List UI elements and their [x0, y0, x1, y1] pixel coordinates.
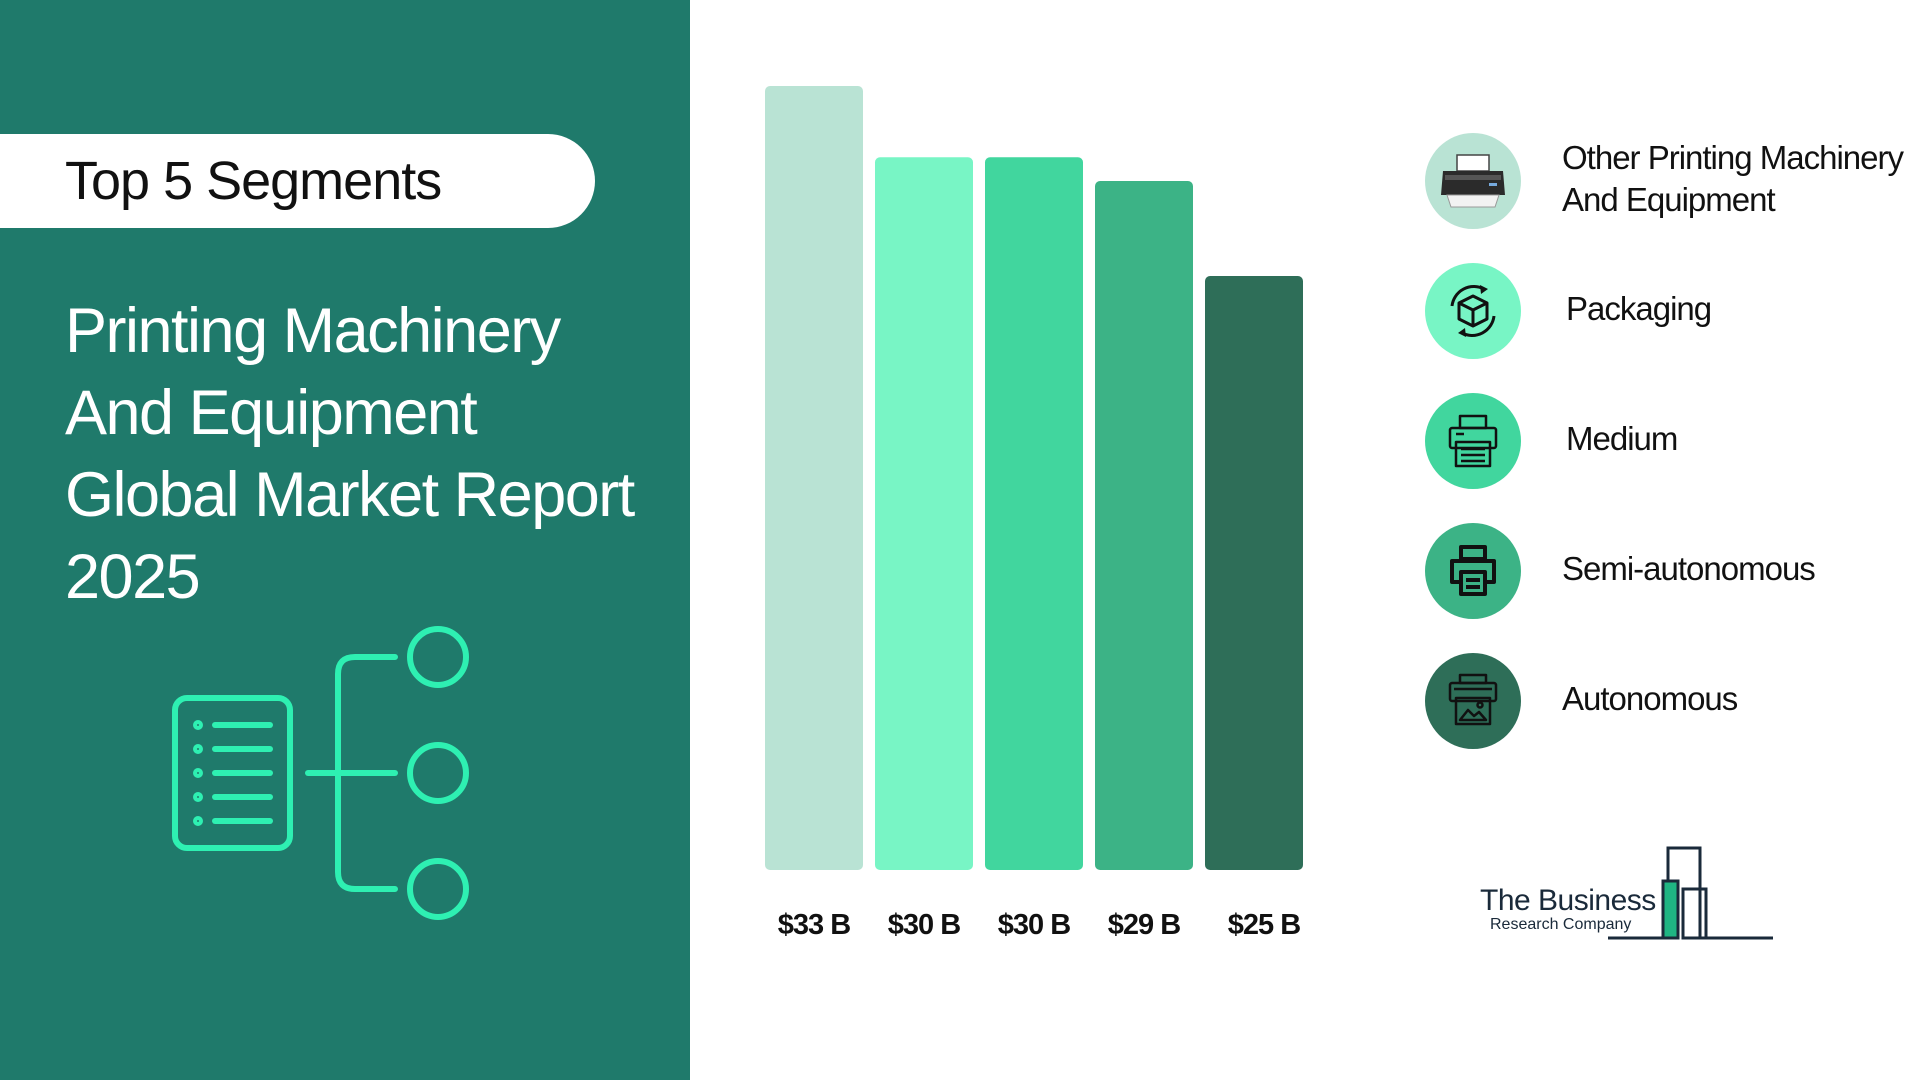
- legend-label-line-1: Other Printing Machinery: [1562, 139, 1904, 176]
- bar-1: [765, 86, 863, 870]
- bar-value-label-5: $25 B: [1228, 909, 1300, 941]
- legend-swatch: [1425, 263, 1521, 359]
- brand-subname: Research Company: [1490, 916, 1632, 933]
- printer-photo-icon: [1441, 154, 1505, 208]
- legend-item-autonomous: Autonomous: [1425, 653, 1905, 749]
- legend-label-line-1: Semi-autonomous: [1562, 550, 1816, 587]
- legend-label: Packaging: [1562, 288, 1712, 330]
- left-panel: Top 5 Segments Printing Machinery And Eq…: [0, 0, 690, 1080]
- office-printer-icon: [1448, 414, 1498, 468]
- legend-item-other-printing: Other Printing Machinery And Equipment: [1425, 133, 1905, 229]
- legend-swatch: [1425, 393, 1521, 489]
- legend-item-medium: Medium: [1425, 393, 1905, 489]
- report-title-line-2: And Equipment: [65, 378, 478, 448]
- legend-label: Medium: [1562, 418, 1678, 460]
- legend-label-line-1: Autonomous: [1562, 680, 1738, 717]
- building-bars-icon: [1608, 846, 1773, 940]
- report-title: Printing Machinery And Equipment Global …: [65, 290, 665, 618]
- bar-3: [985, 157, 1083, 871]
- package-cycle-icon: [1450, 285, 1496, 337]
- legend-label-line-1: Packaging: [1566, 290, 1712, 327]
- segment-tree-icon: [172, 626, 469, 920]
- legend-label-line-2: And Equipment: [1562, 181, 1776, 218]
- report-title-line-4: 2025: [65, 542, 201, 612]
- report-title-line-3: Global Market Report: [65, 460, 635, 530]
- bar-value-label-3: $30 B: [998, 909, 1070, 941]
- photo-printer-icon: [1448, 673, 1498, 726]
- legend-label: Autonomous: [1562, 678, 1738, 720]
- bar-value-label-4: $29 B: [1108, 909, 1180, 941]
- pill-title: Top 5 Segments: [65, 151, 442, 211]
- legend-item-semi-autonomous: Semi-autonomous: [1425, 523, 1905, 619]
- bar-value-label-1: $33 B: [778, 909, 850, 941]
- legend-swatch: [1425, 653, 1521, 749]
- report-title-line-1: Printing Machinery: [65, 296, 561, 366]
- segments-pill: Top 5 Segments: [0, 134, 595, 228]
- brand-logo: The Business Research Company: [1478, 846, 1788, 946]
- legend-label: Other Printing Machinery And Equipment: [1562, 137, 1904, 221]
- legend-item-packaging: Packaging: [1425, 263, 1905, 359]
- legend-label-line-1: Medium: [1566, 420, 1678, 457]
- bar-4: [1095, 181, 1193, 871]
- legend-label: Semi-autonomous: [1562, 548, 1816, 590]
- printer-icon: [1450, 545, 1496, 596]
- legend-swatch: [1425, 523, 1521, 619]
- bar-2: [875, 157, 973, 871]
- bar-5: [1205, 276, 1303, 870]
- bar-value-label-2: $30 B: [888, 909, 960, 941]
- brand-name: The Business: [1480, 884, 1656, 917]
- legend-swatch: [1425, 133, 1521, 229]
